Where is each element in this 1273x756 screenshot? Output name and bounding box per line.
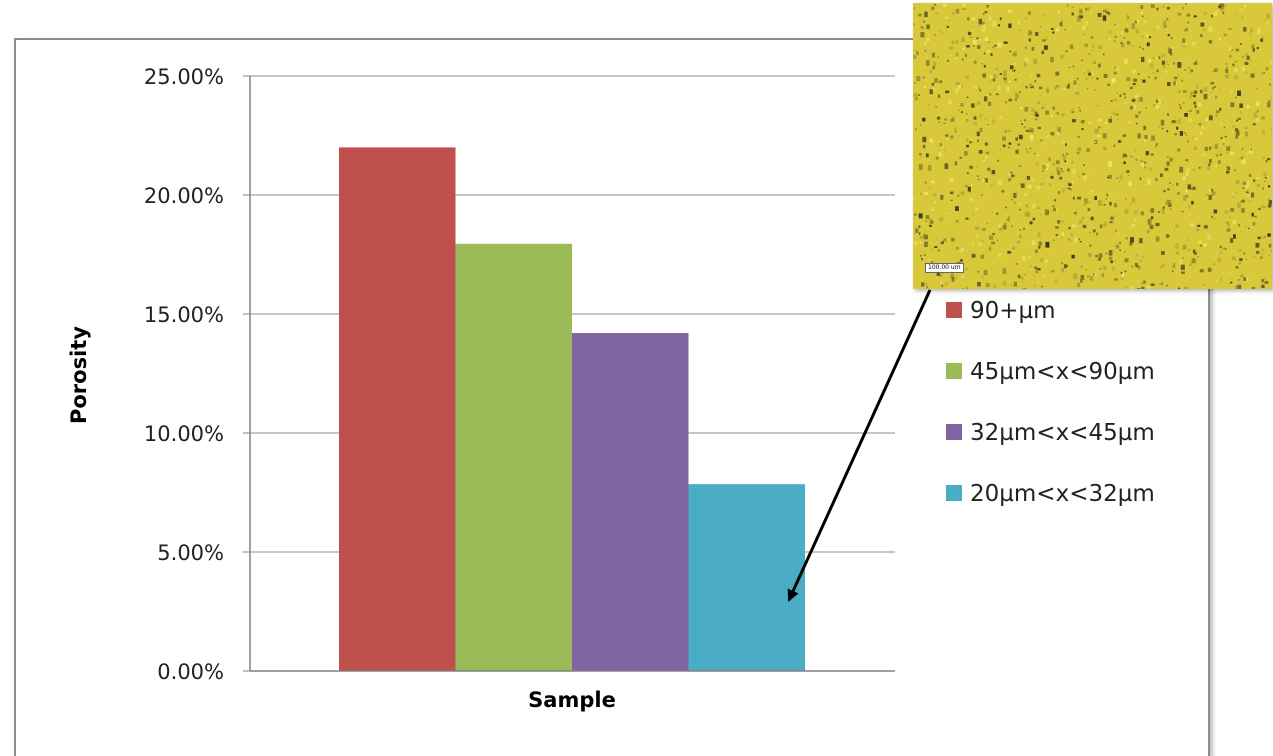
legend-swatch bbox=[946, 424, 962, 440]
y-tick-label: 5.00% bbox=[157, 541, 224, 565]
y-tick-label: 25.00% bbox=[144, 65, 224, 89]
bar bbox=[688, 484, 805, 671]
legend-swatch bbox=[946, 363, 962, 379]
bar bbox=[572, 333, 689, 671]
y-axis-title: Porosity bbox=[67, 326, 91, 424]
bar bbox=[339, 147, 456, 671]
legend-swatch bbox=[946, 485, 962, 501]
legend-label: 20µm<x<32µm bbox=[970, 481, 1155, 507]
y-tick-label: 0.00% bbox=[157, 660, 224, 684]
y-tick-labels: 0.00% 5.00% 10.00% 15.00% 20.00% 25.00% bbox=[144, 65, 250, 684]
y-tick-label: 20.00% bbox=[144, 184, 224, 208]
x-axis-title: Sample bbox=[528, 688, 616, 712]
legend-label: 32µm<x<45µm bbox=[970, 420, 1155, 446]
scale-bar-label: 100.00 um bbox=[925, 263, 964, 273]
bar bbox=[455, 243, 572, 672]
y-tick-label: 10.00% bbox=[144, 422, 224, 446]
micrograph-inset-image: 100.00 um bbox=[913, 3, 1272, 289]
legend-label: 45µm<x<90µm bbox=[970, 359, 1155, 385]
y-tick-label: 15.00% bbox=[144, 303, 224, 327]
legend-label: 90+µm bbox=[970, 298, 1056, 324]
callout-arrow bbox=[787, 289, 932, 602]
legend: 90+µm 45µm<x<90µm 32µm<x<45µm 20µm<x<32µm bbox=[946, 298, 1155, 507]
legend-swatch bbox=[946, 302, 962, 318]
bars bbox=[339, 147, 805, 672]
